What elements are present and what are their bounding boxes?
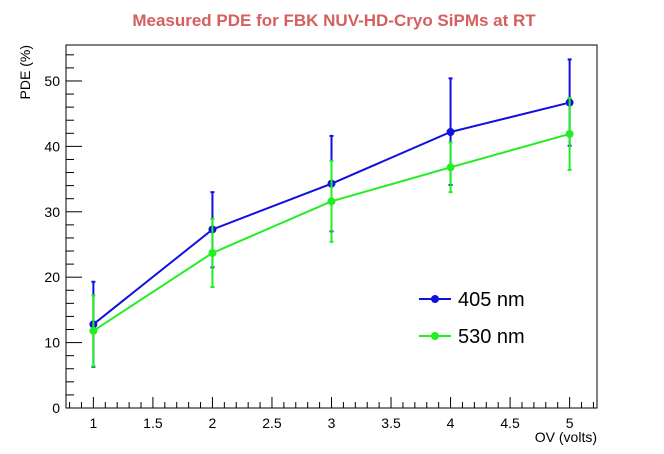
x-axis-ticks: 1 1.5 2 2.5 3 3.5 4 4.5 5 (69, 397, 594, 431)
legend-label: 405 nm (458, 289, 525, 311)
data-point (565, 129, 574, 138)
y-tick-label: 50 (44, 73, 60, 89)
y-tick-label: 10 (44, 335, 60, 351)
data-point (327, 197, 336, 206)
x-tick-label: 1.5 (143, 415, 163, 431)
series-layer (89, 58, 574, 368)
data-point (89, 326, 98, 335)
legend-label: 530 nm (458, 326, 525, 348)
data-point (446, 127, 455, 136)
y-tick-label: 40 (44, 138, 60, 154)
chart-title: Measured PDE for FBK NUV-HD-Cryo SiPMs a… (132, 11, 536, 30)
legend-marker (431, 295, 439, 303)
y-tick-label: 20 (44, 269, 60, 285)
legend: 405 nm 530 nm (419, 289, 525, 348)
x-tick-label: 5 (566, 415, 574, 431)
x-tick-label: 1 (89, 415, 97, 431)
x-axis-label: OV (volts) (535, 429, 597, 445)
x-tick-label: 2 (209, 415, 217, 431)
legend-marker (431, 332, 439, 340)
series-530-nm (89, 96, 574, 368)
y-axis-ticks: 0 10 20 30 40 50 (44, 54, 82, 416)
data-point (446, 163, 455, 172)
data-point (208, 248, 217, 257)
x-tick-label: 3.5 (381, 415, 401, 431)
y-tick-label: 0 (52, 400, 60, 416)
x-tick-label: 3 (328, 415, 336, 431)
y-axis-label: PDE (%) (17, 45, 33, 99)
y-tick-label: 30 (44, 204, 60, 220)
x-tick-label: 2.5 (262, 415, 282, 431)
x-tick-label: 4.5 (500, 415, 520, 431)
x-tick-label: 4 (447, 415, 455, 431)
